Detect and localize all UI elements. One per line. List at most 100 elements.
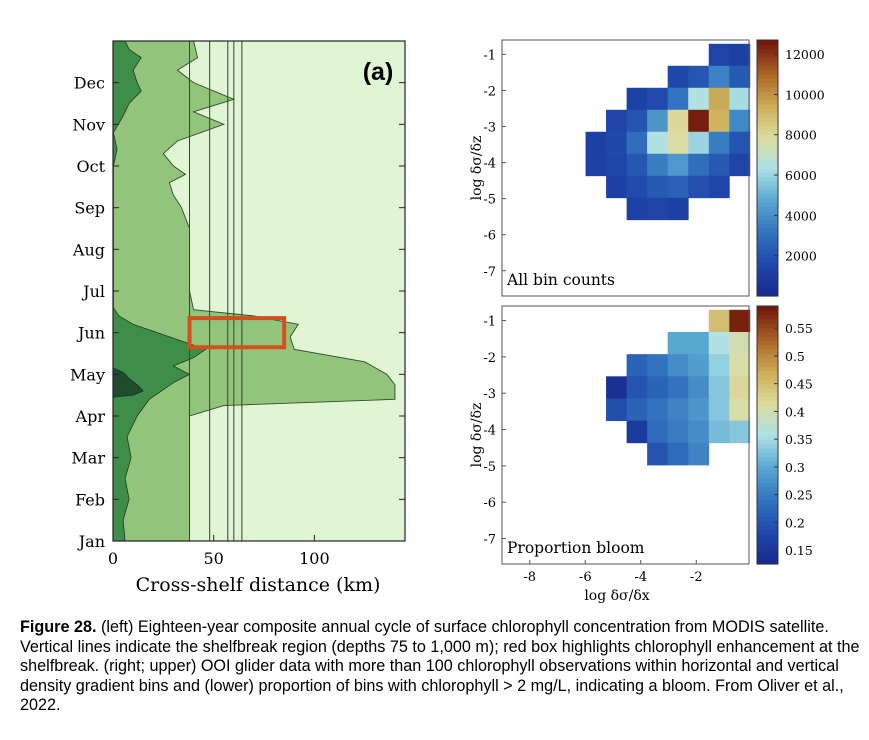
heatmap-cell: [688, 354, 710, 377]
colorbar-segment: [757, 253, 778, 259]
heatmap-cell: [688, 420, 710, 444]
colorbar-tick-label: 12000: [785, 47, 825, 62]
colorbar-segment: [757, 78, 778, 84]
heatmap-cell: [667, 354, 689, 377]
colorbar-tick-label: 0.5: [785, 349, 805, 364]
colorbar-segment: [757, 529, 778, 535]
colorbar-segment: [757, 86, 778, 92]
y-tick-label: -6: [483, 496, 496, 511]
colorbar-segment: [757, 227, 778, 233]
heatmap-cell: [647, 153, 669, 177]
heatmap-cell: [729, 420, 751, 444]
month-ticks: Jan Feb Mar Apr May Jun Jul Aug Sep Oct Nov Dec: [70, 74, 405, 551]
counts-label: All bin counts: [506, 271, 615, 289]
shelfbreak-lines: [189, 41, 243, 541]
colorbar-segment: [757, 223, 778, 229]
heatmap-cell: [708, 420, 730, 444]
colorbar-tick-label: 4000: [785, 208, 817, 223]
colorbar-segment: [757, 180, 778, 186]
bloom-label: Proportion bloom: [507, 539, 645, 557]
heatmap-cell: [708, 43, 730, 67]
colorbar-segment: [757, 163, 778, 169]
colorbar-segment: [757, 65, 778, 71]
colorbar-segment: [757, 112, 778, 118]
month-tick-label: Dec: [74, 74, 105, 93]
colorbar-segment: [757, 236, 778, 242]
colorbar-segment: [757, 116, 778, 122]
month-tick-label: Oct: [76, 157, 105, 176]
heatmap-cell: [729, 65, 751, 89]
distance-tick-label: 100: [299, 549, 330, 568]
colorbar-segment: [757, 257, 778, 263]
heatmap-cell: [729, 153, 751, 177]
counts-y-axis-label: log δσ/δz: [469, 136, 485, 201]
colorbar-segment: [757, 370, 778, 376]
counts-plot-frame: [501, 39, 750, 297]
colorbar-segment: [757, 189, 778, 195]
colorbar-segment: [757, 249, 778, 254]
colorbar-segment: [757, 349, 778, 354]
colorbar-segment: [757, 460, 778, 466]
y-tick-label: -2: [483, 84, 496, 99]
colorbar-segment: [757, 125, 778, 131]
figure-canvas: Jan Feb Mar Apr May Jun Jul Aug Sep Oct Nov Dec 0 50…: [70, 39, 825, 604]
heatmap-cell: [647, 131, 669, 155]
y-tick-label: -6: [483, 229, 496, 244]
heatmap-cell: [667, 197, 689, 221]
colorbar-segment: [757, 473, 778, 479]
colorbar-segment: [757, 353, 778, 359]
colorbar-tick-label: 6000: [785, 168, 817, 183]
heatmap-cell: [688, 175, 710, 199]
heatmap-cell: [708, 153, 730, 177]
heatmap-cell: [647, 87, 669, 111]
x-tick-label: -4: [634, 570, 647, 585]
heatmap-cell: [647, 197, 669, 221]
colorbar-segment: [757, 387, 778, 393]
colorbar-segment: [757, 538, 778, 544]
month-tick-label: Nov: [72, 115, 105, 134]
heatmap-cell: [708, 175, 730, 199]
month-tick-label: Feb: [75, 490, 105, 509]
colorbar-tick-label: 10000: [785, 87, 825, 102]
colorbar-segment: [757, 206, 778, 212]
colorbar-segment: [757, 202, 778, 207]
heatmap-cell: [667, 153, 689, 177]
colorbar-segment: [757, 142, 778, 148]
colorbar-segment: [757, 146, 778, 152]
colorbar-segment: [757, 495, 778, 501]
colorbar-segment: [757, 379, 778, 384]
heatmap-cell: [606, 398, 628, 422]
colorbar-segment: [757, 555, 778, 561]
heatmap-cell: [688, 153, 710, 177]
heatmap-cell: [729, 398, 751, 422]
band-high-chlorophyll: [112, 40, 207, 542]
heatmap-cell: [688, 376, 710, 399]
colorbar-segment: [757, 508, 778, 513]
heatmap-cell: [729, 309, 751, 333]
bloom-panel: -1-2-3-4-5-6-7-8 -6 -4 -2 Proportion bloom …: [469, 305, 813, 604]
heatmap-cell: [688, 442, 710, 466]
colorbar-segment: [757, 478, 778, 483]
colorbar-tick-label: 8000: [785, 128, 817, 143]
colorbar-segment: [757, 232, 778, 237]
colorbar-segment: [757, 336, 778, 341]
colorbar-segment: [757, 546, 778, 552]
colorbar-segment: [757, 104, 778, 109]
heatmap-cell: [667, 398, 689, 422]
colorbar-segment: [757, 108, 778, 114]
heatmap-cell: [688, 87, 710, 111]
colorbar-segment: [757, 48, 778, 54]
y-tick-label: -5: [483, 460, 496, 475]
colorbar-segment: [757, 129, 778, 135]
colorbar-segment: [757, 344, 778, 350]
colorbar-segment: [757, 270, 778, 276]
heatmap-cell: [688, 65, 710, 89]
colorbar-segment: [757, 99, 778, 105]
colorbar-segment: [757, 361, 778, 367]
colorbar-segment: [757, 210, 778, 216]
colorbar-segment: [757, 404, 778, 410]
heatmap-cell: [626, 398, 648, 422]
heatmap-cell: [667, 376, 689, 399]
colorbar-segment: [757, 422, 778, 427]
distance-ticks: 0 50 100: [108, 535, 330, 568]
